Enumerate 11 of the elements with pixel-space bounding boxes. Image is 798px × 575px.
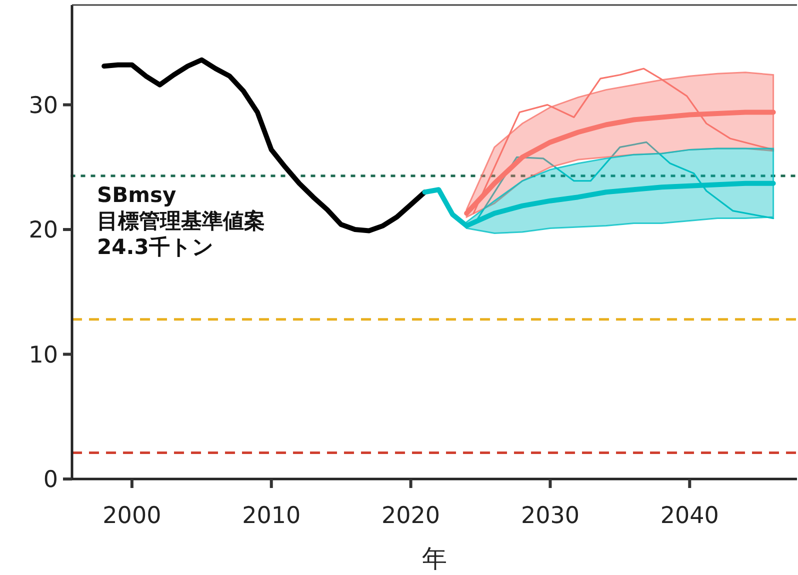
x-axis-title: 年 xyxy=(422,544,447,573)
x-tick-label: 2010 xyxy=(242,503,301,529)
x-tick-label: 2000 xyxy=(102,503,162,529)
ref-line-label: SBmsy 目標管理基準値案 24.3千トン xyxy=(97,182,265,259)
x-tick-label: 2040 xyxy=(660,503,719,529)
y-tick-label: 20 xyxy=(28,218,58,244)
y-tick-label: 30 xyxy=(28,92,58,119)
y-tick-label: 10 xyxy=(28,342,58,368)
x-tick-label: 2030 xyxy=(520,503,580,529)
x-tick-label: 2020 xyxy=(382,503,440,529)
y-tick-label: 0 xyxy=(43,467,58,493)
